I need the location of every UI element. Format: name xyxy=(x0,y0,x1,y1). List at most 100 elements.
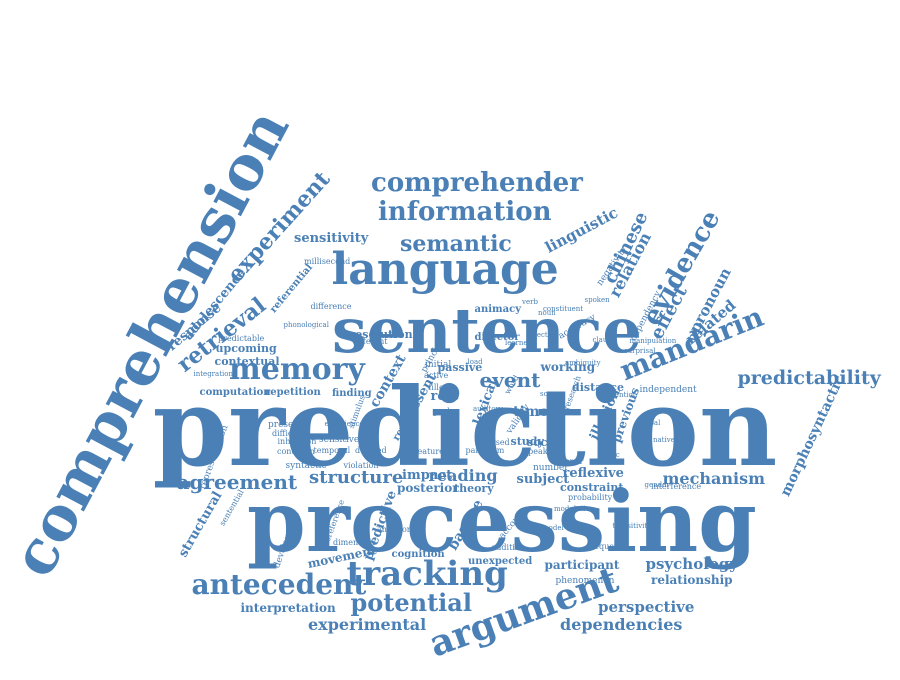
cloud-word: director xyxy=(474,332,520,343)
cloud-word: referential xyxy=(268,262,316,316)
cloud-word: reading xyxy=(428,466,498,485)
cloud-word: integration xyxy=(193,369,233,378)
cloud-word: independent xyxy=(639,384,697,395)
cloud-word: event xyxy=(479,368,541,392)
cloud-word: noun xyxy=(538,308,556,317)
cloud-word: parsed xyxy=(482,438,510,447)
cloud-word: model xyxy=(542,523,564,532)
cloud-word: resolution xyxy=(349,327,413,341)
cloud-word: transitivity xyxy=(612,521,652,530)
cloud-word: time xyxy=(513,404,549,420)
cloud-word: phonological xyxy=(283,320,329,329)
cloud-word: interpretation xyxy=(240,601,336,615)
cloud-word: perspective xyxy=(598,597,695,616)
cloud-word: inhibition xyxy=(277,437,317,446)
cloud-word: potential xyxy=(350,588,472,617)
cloud-word: language xyxy=(331,244,559,295)
cloud-word: gender xyxy=(644,480,670,489)
cloud-word: attention xyxy=(605,390,638,399)
cloud-word: goal xyxy=(432,407,450,416)
cloud-word: clause xyxy=(592,335,616,344)
cloud-word: millisecond xyxy=(304,257,351,266)
cloud-word: reflexive xyxy=(562,465,624,481)
cloud-word: sensitivity xyxy=(294,230,369,246)
cloud-word: syntactic xyxy=(285,460,327,471)
cloud-word: information xyxy=(378,197,552,227)
cloud-word: working xyxy=(540,360,596,374)
cloud-word: cognition xyxy=(391,549,445,560)
cloud-word: comprehender xyxy=(371,168,583,198)
cloud-word: condition xyxy=(277,447,315,456)
cloud-word: experimental xyxy=(308,615,427,634)
cloud-word: predictability xyxy=(737,366,881,389)
cloud-word: unexpected xyxy=(468,556,533,567)
cloud-word: finding xyxy=(332,388,372,399)
cloud-word: dependencies xyxy=(560,615,683,634)
cloud-word: antecedent xyxy=(191,568,367,601)
cloud-word: upcoming xyxy=(215,341,277,355)
cloud-word: predictable xyxy=(218,334,265,343)
cloud-word: spoken xyxy=(584,295,610,304)
cloud-word: semantic xyxy=(400,231,512,257)
cloud-word: social xyxy=(527,435,563,449)
cloud-word: prediction xyxy=(152,365,778,491)
cloud-word: study xyxy=(510,434,544,448)
cloud-word: participant xyxy=(544,558,620,572)
cloud-word: passive xyxy=(437,360,483,374)
cloud-word: computation xyxy=(199,387,271,398)
cloud-word: repetition xyxy=(265,387,321,398)
cloud-word: violation xyxy=(343,461,379,470)
cloud-word: load xyxy=(467,357,483,366)
cloud-word: verb xyxy=(522,297,538,306)
cloud-word: sensitive xyxy=(319,434,360,445)
cloud-word: learner xyxy=(505,338,531,347)
cloud-word: scope xyxy=(540,389,561,398)
cloud-word: feature xyxy=(414,447,444,456)
cloud-word: animacy xyxy=(474,304,522,315)
cloud-word: experience xyxy=(324,419,364,428)
cloud-word: difficulty xyxy=(272,429,308,438)
cloud-word: memory xyxy=(229,352,365,387)
cloud-word: additive xyxy=(491,543,525,552)
cloud-word: presence xyxy=(268,419,310,430)
cloud-word: modulation xyxy=(554,504,595,513)
cloud-word: subject xyxy=(516,471,570,487)
cloud-word: interference xyxy=(651,482,702,491)
cloud-word: agreement xyxy=(176,470,298,494)
cloud-word: frequency xyxy=(587,542,629,551)
cloud-word: temporal xyxy=(313,446,351,455)
cloud-word: impact xyxy=(402,467,453,483)
cloud-word: auditory xyxy=(473,404,503,413)
cloud-word: topic xyxy=(602,450,620,459)
cloud-word: psychology xyxy=(645,554,739,573)
cloud-word: probability xyxy=(568,493,613,502)
cloud-word: number xyxy=(533,462,569,473)
cloud-word: delayed xyxy=(355,446,387,455)
cloud-word: constituent xyxy=(543,304,584,313)
cloud-word: structure xyxy=(309,467,404,488)
cloud-word: native xyxy=(653,435,675,444)
cloud-word: speaker xyxy=(524,447,557,456)
cloud-word: constraint xyxy=(560,480,624,494)
cloud-word: initial xyxy=(425,359,452,370)
cloud-word: listener xyxy=(552,457,584,466)
cloud-word: contextual xyxy=(214,354,280,368)
cloud-word: manipulation xyxy=(629,336,677,345)
cloud-word: active xyxy=(424,371,449,380)
cloud-word: structural xyxy=(175,488,225,560)
cloud-word: object xyxy=(526,330,548,339)
cloud-word: verbal xyxy=(638,418,661,427)
cloud-word: surprisal xyxy=(624,346,656,355)
cloud-word: role xyxy=(430,388,460,404)
cloud-word: paradigm xyxy=(465,446,505,455)
cloud-word: mechanism xyxy=(662,469,766,488)
cloud-word: ambiguity xyxy=(565,358,601,367)
cloud-word: difference xyxy=(310,302,352,311)
cloud-word: different xyxy=(352,337,388,346)
cloud-word: phenomenon xyxy=(555,575,615,586)
cloud-word: tracking xyxy=(346,554,508,594)
cloud-word: relationship xyxy=(651,573,733,587)
cloud-word: theory xyxy=(454,481,494,495)
cloud-word: dimension xyxy=(333,538,375,547)
